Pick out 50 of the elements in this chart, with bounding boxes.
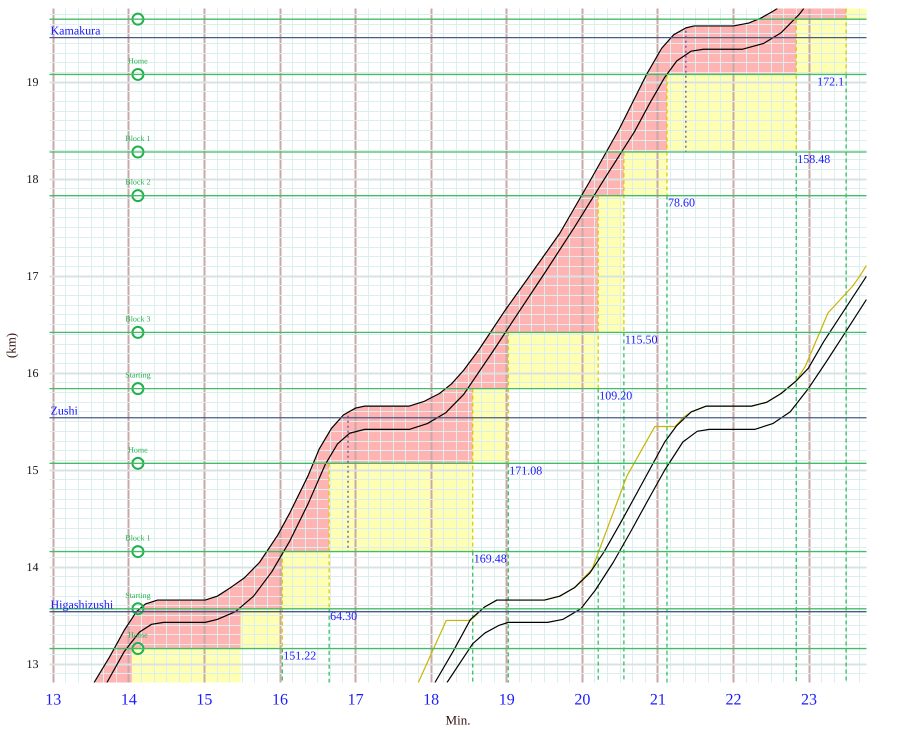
- y-tick-label: 13: [26, 657, 38, 672]
- point: [131, 602, 144, 616]
- data-label: Block 1: [125, 134, 150, 144]
- point: [131, 456, 144, 470]
- point: [131, 189, 144, 202]
- y-tick-label: 15: [26, 463, 38, 478]
- point: [131, 545, 144, 558]
- data-label: Home: [128, 56, 148, 66]
- x-tick-label: 14: [120, 692, 137, 708]
- ref-line-label: Kamakura: [50, 24, 102, 38]
- point: [131, 326, 144, 339]
- y-tick-label: 17: [26, 269, 38, 284]
- annotation: 158.48: [797, 152, 830, 166]
- y-tick-label: 16: [26, 366, 38, 380]
- annotation: 171.08: [509, 463, 542, 478]
- point: [131, 382, 144, 396]
- annotation: 151.22: [283, 648, 316, 663]
- point: [131, 146, 144, 159]
- data-label: Block 1: [125, 534, 150, 543]
- point: [131, 642, 144, 656]
- y-axis-title: (km): [4, 332, 18, 358]
- annotation: 169.48: [474, 552, 507, 566]
- x-tick-label: 18: [423, 692, 440, 708]
- x-tick-label: 13: [45, 692, 62, 708]
- x-axis-title: Min.: [446, 712, 470, 728]
- data-label: Block 3: [125, 314, 150, 324]
- annotation: 115.50: [624, 332, 658, 346]
- data-label: Block 2: [125, 178, 150, 187]
- y-tick-label: 14: [26, 560, 38, 574]
- x-tick-label: 22: [725, 692, 742, 708]
- annotation: 64.30: [330, 608, 358, 623]
- data-label: Starting: [125, 370, 151, 380]
- annotation: 172.1: [817, 74, 844, 88]
- data-label: Home: [128, 445, 148, 454]
- point: [131, 68, 144, 81]
- x-tick-label: 20: [574, 692, 590, 708]
- point: [131, 12, 144, 26]
- y-tick-label: 18: [26, 172, 38, 186]
- x-tick-label: 16: [272, 692, 288, 708]
- data-label: Starting: [125, 590, 151, 600]
- x-tick-label: 21: [650, 692, 666, 708]
- x-tick-label: 15: [196, 692, 212, 708]
- y-tick-label: 19: [26, 75, 38, 90]
- ref-line-label: Higashizushi: [50, 598, 114, 612]
- annotation: 78.60: [668, 196, 695, 210]
- annotation: 109.20: [599, 388, 632, 403]
- x-tick-label: 23: [801, 692, 818, 708]
- ref-line-label: Zushi: [50, 404, 78, 418]
- x-tick-label: 19: [498, 692, 515, 708]
- x-tick-label: 17: [348, 692, 364, 708]
